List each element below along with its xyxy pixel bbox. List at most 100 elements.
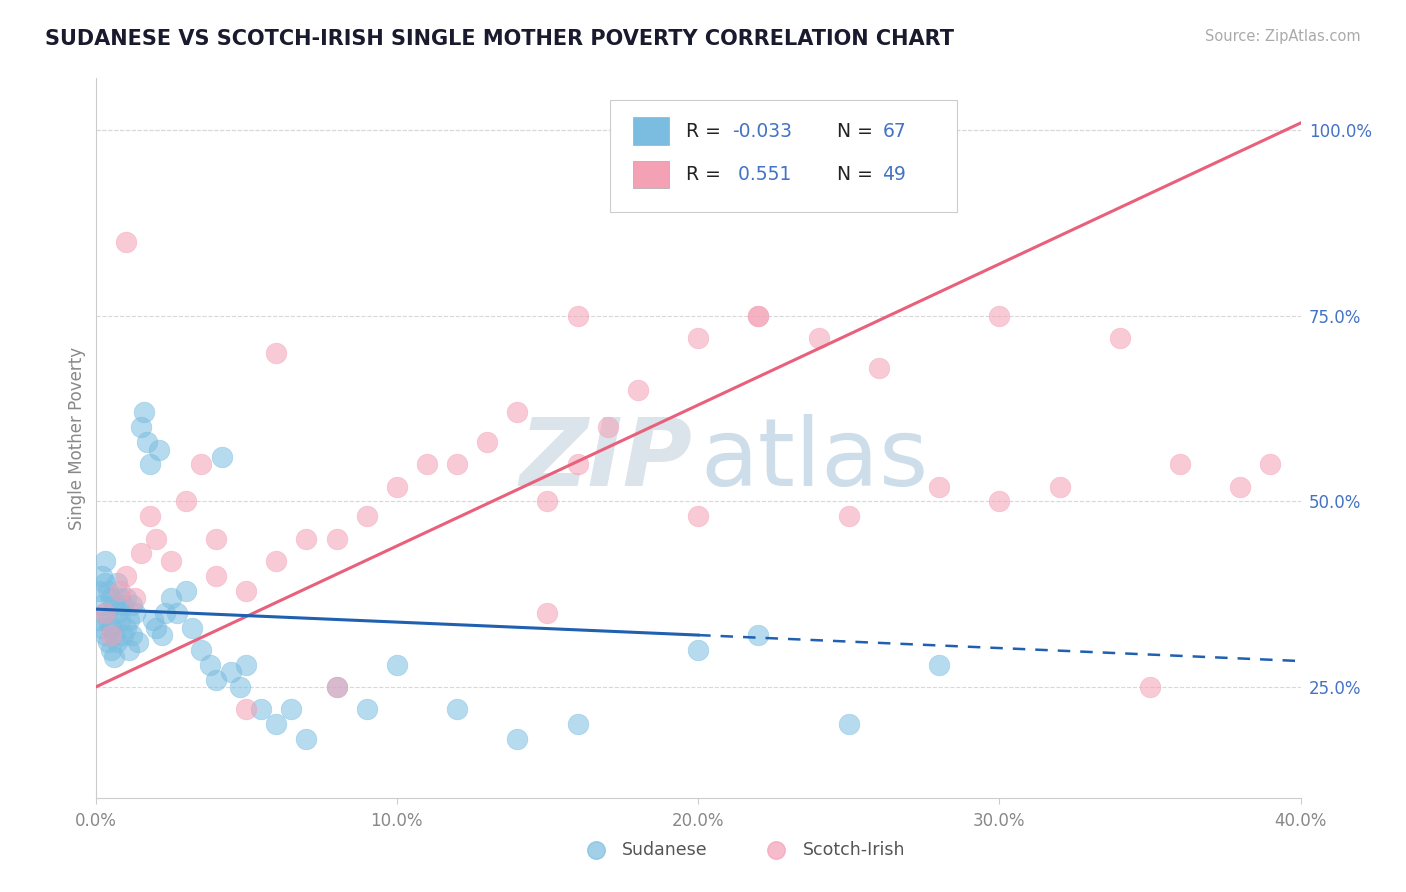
Point (596, 420, 619, 434)
Point (385, 657, 408, 672)
Point (198, 657, 221, 672)
Text: R =: R = (686, 121, 727, 141)
Point (129, 420, 152, 434)
Point (211, 450, 233, 464)
Point (506, 731, 529, 746)
Point (139, 509, 162, 524)
Point (838, 509, 860, 524)
Point (108, 583, 131, 598)
Point (1229, 480, 1251, 494)
Point (356, 702, 378, 716)
Point (127, 635, 149, 649)
Point (446, 458, 468, 472)
Point (129, 546, 152, 560)
Point (988, 309, 1011, 323)
Point (121, 628, 143, 642)
Point (235, 657, 257, 672)
Point (567, 717, 589, 731)
Point (1260, 458, 1282, 472)
Point (686, 509, 709, 524)
Point (132, 405, 155, 419)
Point (477, 435, 499, 450)
Point (166, 606, 188, 620)
Point (928, 480, 950, 494)
Text: N =: N = (837, 121, 879, 141)
Point (988, 494, 1011, 508)
Text: SUDANESE VS SCOTCH-IRISH SINGLE MOTHER POVERTY CORRELATION CHART: SUDANESE VS SCOTCH-IRISH SINGLE MOTHER P… (45, 29, 955, 48)
Point (266, 554, 288, 568)
Point (111, 628, 134, 642)
Point (266, 346, 288, 360)
Point (295, 731, 318, 746)
Text: R =: R = (686, 165, 727, 184)
Point (121, 599, 143, 613)
Text: Source: ZipAtlas.com: Source: ZipAtlas.com (1205, 29, 1361, 44)
Point (205, 568, 228, 582)
Point (97, 613, 120, 627)
Point (100, 643, 122, 657)
FancyBboxPatch shape (633, 118, 669, 145)
Point (114, 568, 136, 582)
Point (108, 613, 131, 627)
Text: atlas: atlas (700, 414, 929, 506)
Point (325, 532, 347, 546)
Point (181, 621, 204, 635)
Point (295, 532, 318, 546)
Point (838, 717, 860, 731)
Point (747, 628, 769, 642)
Point (747, 309, 769, 323)
Point (686, 331, 709, 345)
FancyBboxPatch shape (610, 100, 957, 211)
Text: 0.551: 0.551 (731, 165, 792, 184)
Point (229, 680, 252, 694)
Point (280, 702, 302, 716)
Point (103, 628, 125, 642)
Point (536, 494, 558, 508)
Point (124, 591, 146, 605)
Point (219, 665, 242, 680)
Point (139, 458, 162, 472)
Point (145, 621, 167, 635)
Point (190, 458, 212, 472)
Point (506, 405, 529, 419)
Point (97, 583, 120, 598)
Point (567, 309, 589, 323)
Point (807, 331, 830, 345)
Point (205, 673, 228, 687)
Point (416, 458, 439, 472)
Point (90, 621, 112, 635)
Point (93, 628, 115, 642)
Point (385, 480, 408, 494)
Text: Sudanese: Sudanese (623, 841, 707, 859)
Point (160, 591, 183, 605)
Point (100, 621, 122, 635)
Point (174, 494, 197, 508)
Point (1168, 458, 1191, 472)
Point (325, 680, 347, 694)
Point (105, 576, 128, 591)
Point (118, 613, 141, 627)
Text: 49: 49 (883, 165, 907, 184)
Point (111, 599, 134, 613)
FancyBboxPatch shape (633, 161, 669, 188)
Point (145, 532, 167, 546)
Point (105, 635, 128, 649)
Point (153, 606, 176, 620)
Point (150, 628, 173, 642)
Point (1139, 680, 1161, 694)
Point (93, 606, 115, 620)
Point (108, 591, 131, 605)
Point (97, 635, 120, 649)
Point (325, 680, 347, 694)
Point (235, 583, 257, 598)
Text: -0.033: -0.033 (731, 121, 792, 141)
Text: 67: 67 (883, 121, 907, 141)
Point (90, 599, 112, 613)
Point (93, 576, 115, 591)
Point (868, 360, 890, 375)
Point (114, 621, 136, 635)
Point (1108, 331, 1130, 345)
Point (148, 442, 170, 457)
Point (114, 591, 136, 605)
Point (928, 657, 950, 672)
